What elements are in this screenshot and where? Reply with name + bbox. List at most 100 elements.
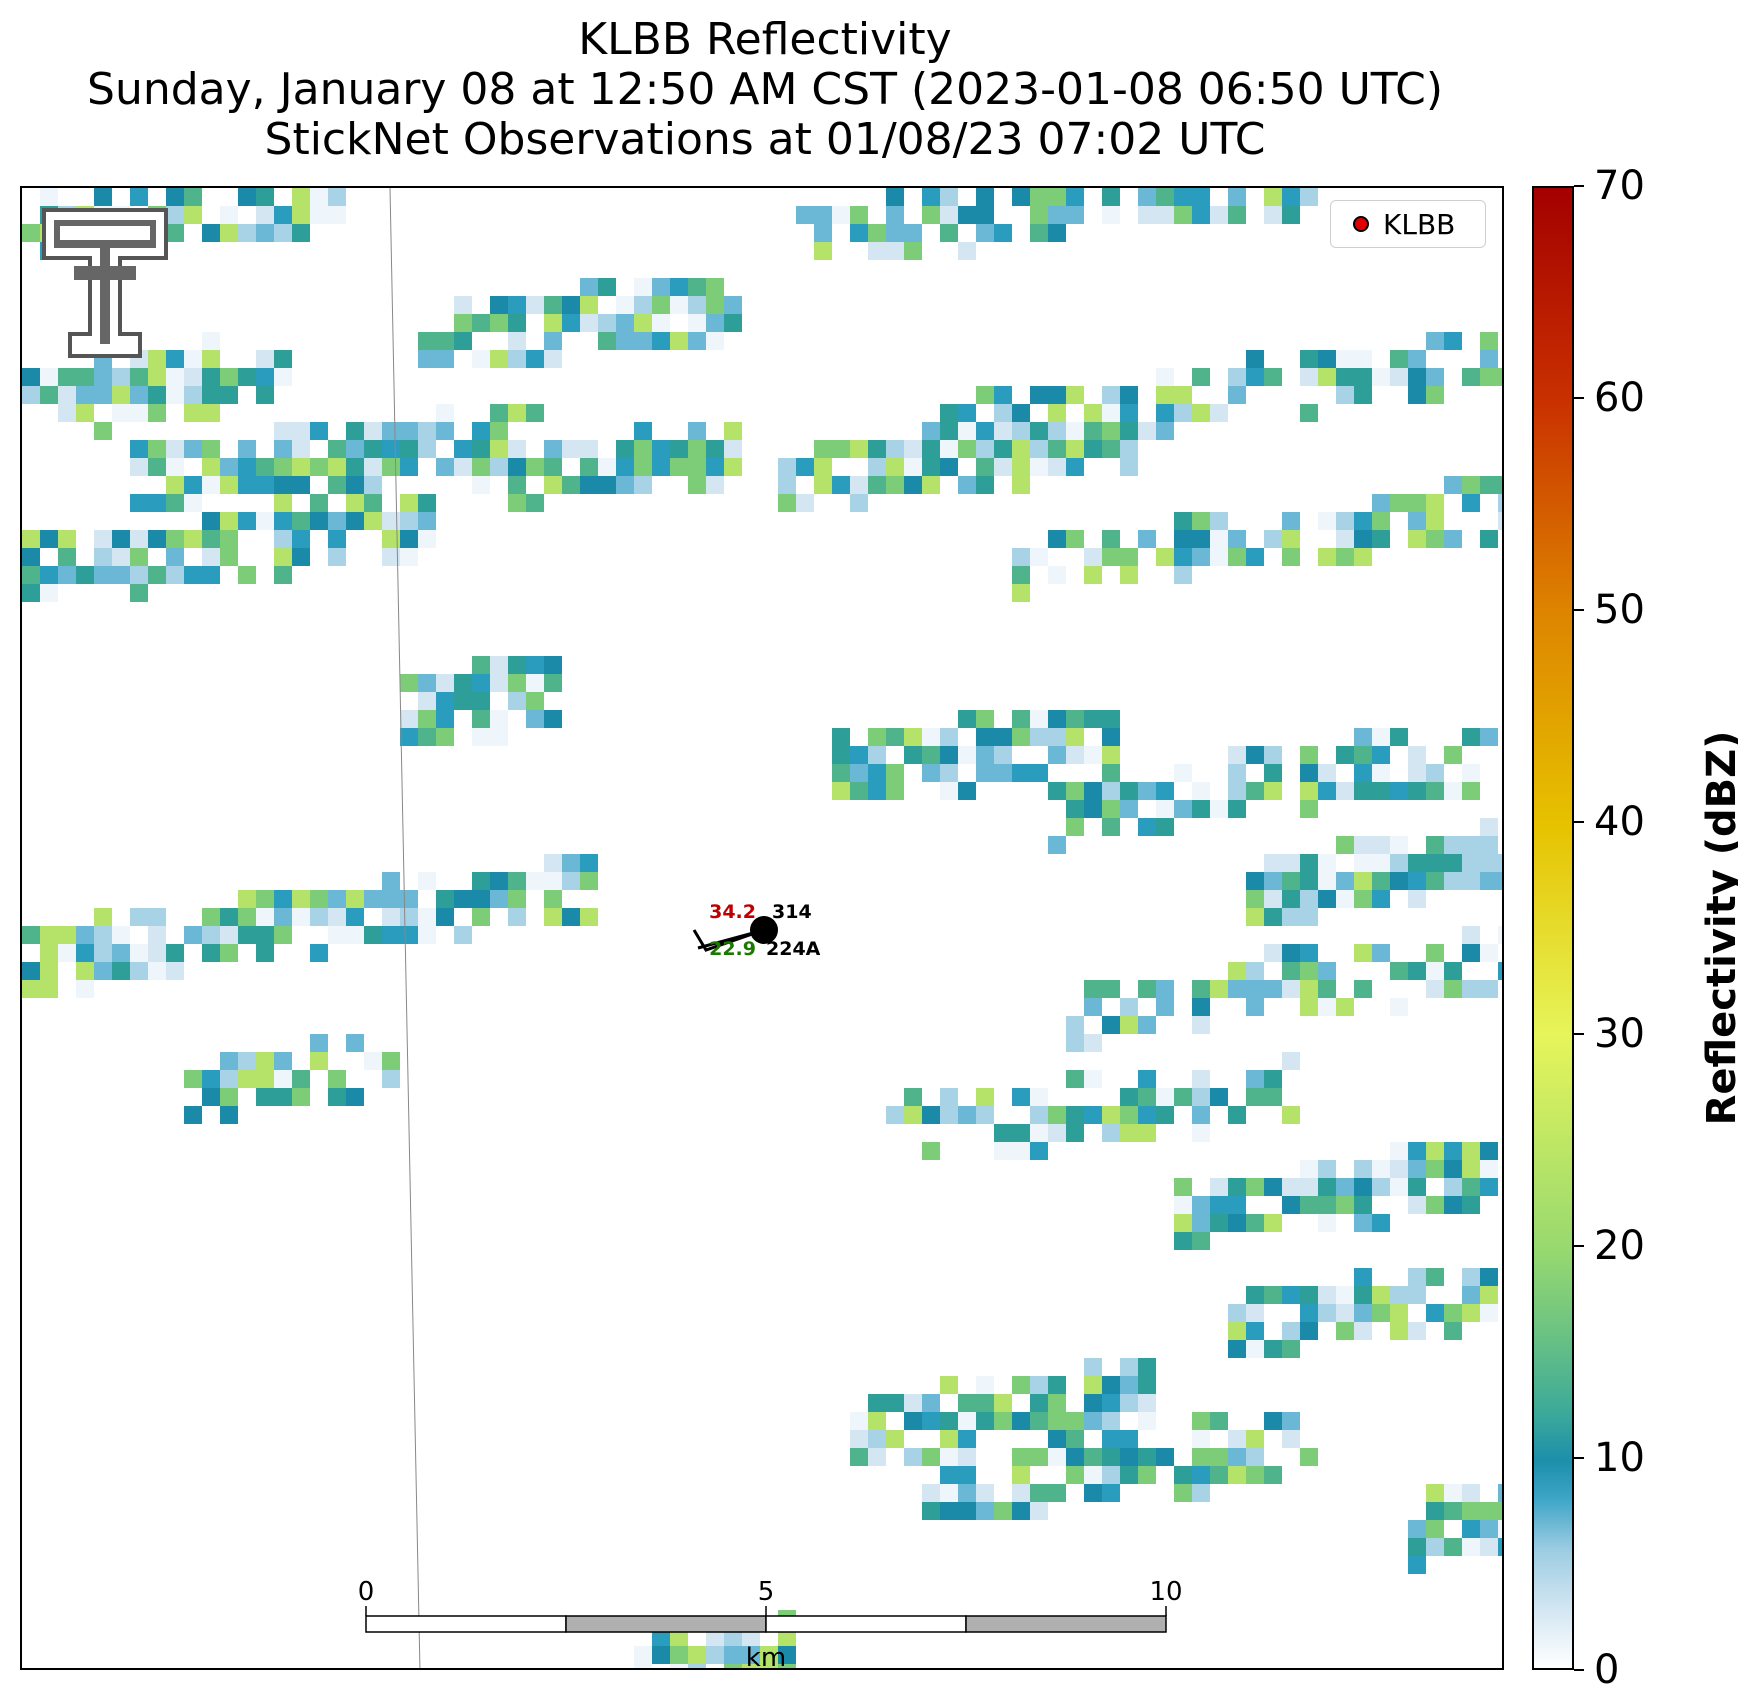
reflectivity-pixel [1318, 1196, 1336, 1214]
reflectivity-pixel [976, 476, 994, 494]
reflectivity-pixel [616, 296, 634, 314]
reflectivity-pixel [184, 476, 202, 494]
reflectivity-pixel [994, 386, 1012, 404]
reflectivity-pixel [148, 908, 166, 926]
reflectivity-pixel [598, 278, 616, 296]
reflectivity-pixel [868, 476, 886, 494]
reflectivity-pixel [616, 476, 634, 494]
reflectivity-pixel [274, 926, 292, 944]
reflectivity-pixel [436, 674, 454, 692]
reflectivity-pixel [1102, 746, 1120, 764]
reflectivity-pixel [256, 386, 274, 404]
reflectivity-pixel [454, 440, 472, 458]
reflectivity-pixel [1120, 1358, 1138, 1376]
reflectivity-pixel [310, 944, 328, 962]
reflectivity-pixel [1462, 1520, 1480, 1538]
reflectivity-pixel [1336, 836, 1354, 854]
reflectivity-pixel [1048, 1376, 1066, 1394]
reflectivity-pixel [1120, 422, 1138, 440]
reflectivity-pixel [148, 566, 166, 584]
reflectivity-pixel [778, 494, 796, 512]
reflectivity-pixel [1264, 1412, 1282, 1430]
reflectivity-pixel [220, 476, 238, 494]
reflectivity-pixel [850, 440, 868, 458]
reflectivity-pixel [958, 404, 976, 422]
reflectivity-pixel [1246, 908, 1264, 926]
reflectivity-pixel [1066, 818, 1084, 836]
reflectivity-pixel [1066, 800, 1084, 818]
reflectivity-pixel [400, 458, 418, 476]
reflectivity-pixel [148, 440, 166, 458]
reflectivity-pixel [1102, 188, 1120, 206]
reflectivity-pixel [1174, 764, 1192, 782]
reflectivity-pixel [688, 422, 706, 440]
reflectivity-pixel [238, 440, 256, 458]
reflectivity-pixel [1246, 1070, 1264, 1088]
reflectivity-pixel [1300, 188, 1318, 206]
reflectivity-pixel [454, 332, 472, 350]
reflectivity-pixel [544, 656, 562, 674]
reflectivity-pixel [1012, 1124, 1030, 1142]
reflectivity-pixel [274, 890, 292, 908]
reflectivity-pixel [94, 962, 112, 980]
reflectivity-pixel [1030, 224, 1048, 242]
reflectivity-pixel [1120, 1106, 1138, 1124]
reflectivity-pixel [688, 296, 706, 314]
reflectivity-pixel [1282, 890, 1300, 908]
reflectivity-pixel [1048, 836, 1066, 854]
reflectivity-pixel [1030, 1412, 1048, 1430]
reflectivity-pixel [994, 1394, 1012, 1412]
reflectivity-pixel [40, 188, 58, 206]
reflectivity-pixel [1246, 350, 1264, 368]
reflectivity-pixel [418, 440, 436, 458]
reflectivity-pixel [1462, 782, 1480, 800]
reflectivity-pixel [40, 566, 58, 584]
reflectivity-pixel [490, 674, 508, 692]
reflectivity-pixel [1444, 1304, 1462, 1322]
reflectivity-pixel [706, 1646, 724, 1664]
reflectivity-pixel [1192, 1214, 1210, 1232]
reflectivity-pixel [1048, 440, 1066, 458]
reflectivity-pixel [1246, 890, 1264, 908]
reflectivity-pixel [400, 710, 418, 728]
reflectivity-pixel [1012, 584, 1030, 602]
reflectivity-pixel [1372, 872, 1390, 890]
reflectivity-pixel [364, 890, 382, 908]
reflectivity-pixel [472, 674, 490, 692]
reflectivity-pixel [1462, 1196, 1480, 1214]
reflectivity-pixel [1066, 728, 1084, 746]
reflectivity-pixel [1156, 386, 1174, 404]
reflectivity-pixel [328, 908, 346, 926]
reflectivity-pixel [418, 332, 436, 350]
reflectivity-pixel [454, 314, 472, 332]
reflectivity-pixel [292, 188, 310, 206]
reflectivity-pixel [1192, 1070, 1210, 1088]
reflectivity-pixel [850, 206, 868, 224]
reflectivity-pixel [634, 296, 652, 314]
radar-map[interactable]: 34.2 22.9 314 224A 0 5 10 km [20, 186, 1504, 1670]
reflectivity-pixel [1354, 854, 1372, 872]
reflectivity-pixel [40, 368, 58, 386]
reflectivity-pixel [1318, 548, 1336, 566]
reflectivity-pixel [1444, 1538, 1462, 1556]
reflectivity-pixel [202, 224, 220, 242]
reflectivity-pixel [1156, 206, 1174, 224]
reflectivity-pixel [1210, 1466, 1228, 1484]
station-marker[interactable] [750, 916, 778, 944]
reflectivity-pixel [1210, 800, 1228, 818]
reflectivity-pixel [832, 728, 850, 746]
reflectivity-pixel [310, 206, 328, 224]
reflectivity-pixel [220, 530, 238, 548]
reflectivity-pixel [1246, 1448, 1264, 1466]
reflectivity-pixel [1174, 188, 1192, 206]
reflectivity-pixel [1390, 1160, 1408, 1178]
reflectivity-pixel [1084, 1484, 1102, 1502]
reflectivity-pixel [1120, 1016, 1138, 1034]
reflectivity-pixel [724, 1664, 742, 1668]
reflectivity-pixel [886, 224, 904, 242]
reflectivity-pixel [1192, 1232, 1210, 1250]
reflectivity-pixel [436, 728, 454, 746]
reflectivity-pixel [1444, 1142, 1462, 1160]
reflectivity-pixel [922, 1394, 940, 1412]
reflectivity-pixel [1390, 494, 1408, 512]
